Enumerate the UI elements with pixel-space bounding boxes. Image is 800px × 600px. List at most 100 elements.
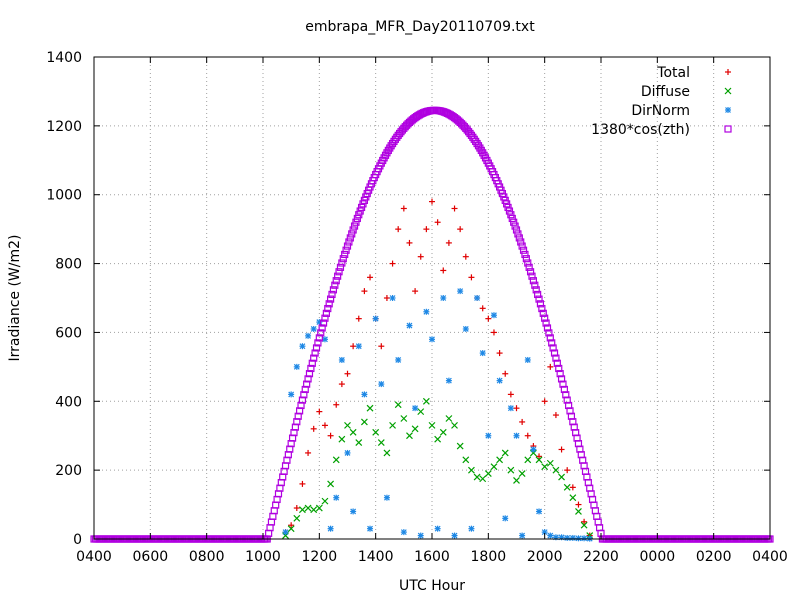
data-point — [556, 370, 564, 378]
data-point — [333, 401, 340, 408]
data-point — [538, 304, 546, 313]
data-point — [338, 435, 346, 443]
data-point — [298, 396, 307, 404]
data-point — [565, 401, 573, 410]
data-point — [307, 364, 315, 373]
y-tick-label: 400 — [55, 394, 82, 410]
data-point — [327, 432, 334, 439]
data-point — [319, 319, 328, 327]
data-point — [344, 449, 351, 456]
data-point — [394, 401, 402, 409]
legend-label: Diffuse — [641, 84, 690, 100]
data-point — [504, 203, 512, 212]
x-tick-label: 0000 — [640, 549, 676, 565]
data-point — [535, 295, 543, 303]
data-point — [429, 198, 435, 205]
data-point — [305, 370, 314, 378]
data-point — [334, 272, 342, 280]
data-point — [562, 391, 570, 399]
data-point — [300, 391, 308, 399]
data-point — [412, 405, 419, 412]
data-point — [536, 508, 543, 515]
data-point — [350, 343, 357, 350]
data-point — [515, 234, 523, 242]
data-point — [378, 381, 385, 388]
data-point — [513, 477, 520, 484]
data-point — [428, 421, 436, 429]
data-point — [539, 309, 547, 317]
data-point — [535, 456, 543, 464]
data-point — [517, 238, 525, 246]
data-point — [434, 525, 441, 532]
data-point — [575, 508, 582, 515]
data-point — [451, 532, 458, 539]
data-point — [288, 522, 295, 529]
series-diffuse — [282, 397, 594, 539]
y-tick-label: 0 — [73, 532, 82, 548]
data-point — [400, 529, 407, 536]
data-point — [331, 281, 339, 289]
data-point — [282, 529, 289, 536]
data-point — [305, 332, 312, 339]
data-point — [479, 350, 486, 357]
data-point — [293, 363, 300, 370]
data-point — [346, 234, 354, 242]
data-point — [310, 425, 317, 432]
data-point — [496, 350, 503, 357]
data-point — [546, 334, 554, 342]
legend-label: DirNorm — [631, 103, 690, 119]
x-tick-label: 2000 — [527, 549, 563, 565]
data-point — [411, 425, 419, 433]
y-tick-label: 1000 — [46, 188, 82, 204]
data-point — [327, 295, 335, 303]
data-point — [543, 324, 552, 332]
data-point — [558, 473, 565, 481]
x-tick-label: 0400 — [76, 549, 112, 565]
data-point — [429, 336, 435, 343]
x-tick-label: 1800 — [471, 549, 507, 565]
y-tick-label: 1200 — [46, 119, 82, 135]
y-tick-label: 1400 — [46, 50, 82, 66]
data-point — [338, 381, 345, 388]
data-point — [355, 343, 362, 350]
data-point — [457, 288, 464, 295]
data-point — [521, 250, 529, 259]
data-point — [553, 359, 561, 367]
data-point — [345, 238, 353, 246]
data-point — [586, 532, 594, 539]
data-point — [560, 385, 568, 394]
data-point — [305, 449, 312, 456]
data-point — [513, 405, 520, 412]
data-point — [445, 377, 452, 384]
data-point — [350, 508, 357, 515]
data-point — [555, 364, 563, 373]
data-point — [505, 207, 514, 215]
data-point — [508, 214, 516, 223]
data-point — [552, 354, 560, 362]
data-point — [336, 263, 345, 271]
data-point — [513, 432, 520, 439]
data-point — [510, 218, 518, 226]
data-point — [335, 268, 343, 276]
data-point — [559, 380, 567, 388]
data-point — [519, 532, 526, 539]
data-point — [348, 230, 356, 238]
data-point — [536, 453, 543, 460]
data-point — [479, 305, 486, 312]
data-point — [490, 329, 497, 336]
data-point — [303, 380, 311, 388]
data-point — [507, 466, 515, 474]
data-point — [528, 272, 536, 280]
x-tick-label: 0400 — [752, 549, 788, 565]
data-point — [350, 222, 359, 230]
data-point — [552, 466, 560, 474]
data-point — [502, 370, 509, 377]
data-point — [490, 312, 497, 319]
data-point — [524, 259, 532, 267]
data-point — [502, 515, 509, 522]
legend-label: Total — [656, 65, 690, 81]
data-point — [344, 370, 351, 377]
data-point — [304, 504, 312, 512]
x-tick-label: 1200 — [302, 549, 338, 565]
data-point — [372, 428, 380, 436]
